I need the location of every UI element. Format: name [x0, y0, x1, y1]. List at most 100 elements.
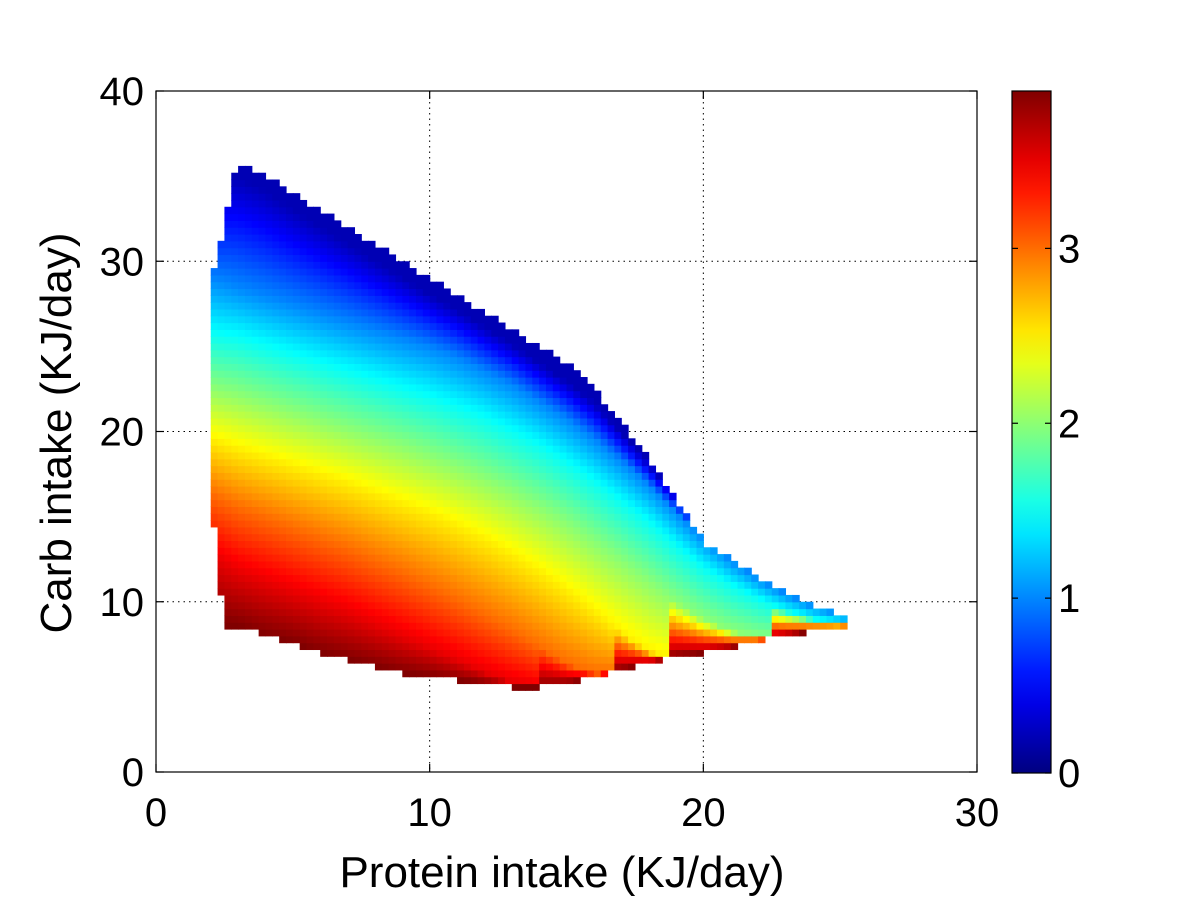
heatmap-cell	[477, 485, 485, 494]
heatmap-cell	[587, 411, 595, 419]
heatmap-cell	[244, 261, 253, 269]
heatmap-cell	[244, 608, 253, 616]
heatmap-cell	[717, 574, 725, 582]
heatmap-cell	[374, 458, 383, 467]
heatmap-cell	[600, 560, 609, 569]
heatmap-cell	[272, 254, 280, 262]
heatmap-cell	[443, 506, 451, 514]
heatmap-cell	[388, 431, 397, 439]
heatmap-cell	[285, 547, 294, 555]
heatmap-cell	[792, 628, 800, 637]
heatmap-cell	[354, 274, 362, 283]
heatmap-cell	[436, 342, 444, 351]
heatmap-cell	[545, 622, 554, 630]
heatmap-cell	[354, 240, 362, 249]
heatmap-cell	[498, 649, 506, 657]
heatmap-cell	[251, 513, 260, 521]
heatmap-cell	[641, 540, 650, 548]
heatmap-cell	[238, 370, 246, 378]
heatmap-cell	[354, 329, 362, 337]
heatmap-cell	[258, 540, 267, 548]
heatmap-cell	[327, 615, 335, 623]
heatmap-cell	[723, 567, 732, 576]
heatmap-cell	[327, 308, 335, 317]
heatmap-cell	[238, 288, 246, 296]
heatmap-cell	[436, 458, 444, 467]
heatmap-cell	[484, 472, 492, 480]
heatmap-cell	[402, 315, 410, 324]
heatmap-cell	[573, 424, 581, 433]
heatmap-cell	[511, 635, 520, 644]
heatmap-cell	[504, 601, 513, 610]
heatmap-cell	[648, 622, 657, 630]
heatmap-cell	[251, 274, 260, 283]
heatmap-cell	[450, 520, 458, 528]
heatmap-cell	[299, 540, 308, 548]
heatmap-cell	[470, 336, 479, 344]
heatmap-cell	[265, 356, 273, 364]
heatmap-cell	[374, 315, 383, 324]
heatmap-cell	[484, 513, 492, 521]
heatmap-cell	[238, 594, 246, 603]
heatmap-cell	[374, 628, 383, 637]
heatmap-cell	[251, 336, 260, 344]
heatmap-cell	[518, 349, 527, 358]
heatmap-cell	[511, 669, 520, 678]
heatmap-cell	[272, 479, 280, 487]
heatmap-cell	[258, 465, 267, 473]
heatmap-cell	[504, 377, 513, 385]
heatmap-cell	[402, 281, 410, 290]
heatmap-cell	[491, 451, 499, 460]
heatmap-cell	[265, 492, 273, 501]
heatmap-cell	[614, 492, 622, 501]
heatmap-cell	[244, 172, 253, 181]
heatmap-cell	[450, 295, 458, 303]
heatmap-cell	[327, 492, 335, 501]
heatmap-cell	[600, 431, 609, 439]
heatmap-cell	[518, 431, 527, 439]
heatmap-cell	[457, 377, 465, 385]
heatmap-cell	[244, 295, 253, 303]
heatmap-cell	[272, 540, 280, 548]
heatmap-cell	[224, 268, 232, 276]
heatmap-cell	[436, 567, 444, 576]
heatmap-cell	[422, 349, 431, 358]
heatmap-cell	[258, 547, 267, 555]
heatmap-cell	[463, 302, 472, 310]
heatmap-cell	[354, 234, 362, 242]
heatmap-cell	[244, 220, 253, 228]
heatmap-cell	[491, 554, 499, 562]
heatmap-cell	[415, 295, 424, 303]
heatmap-cell	[231, 274, 239, 283]
heatmap-cell	[504, 540, 513, 548]
heatmap-cell	[559, 622, 568, 630]
heatmap-cell	[415, 581, 424, 589]
heatmap-cell	[436, 574, 444, 582]
heatmap-cell	[265, 342, 273, 351]
heatmap-cell	[415, 656, 424, 664]
heatmap-cell	[231, 315, 239, 324]
heatmap-cell	[744, 601, 752, 610]
heatmap-cell	[409, 438, 417, 446]
heatmap-cell	[566, 594, 574, 603]
heatmap-cell	[614, 499, 622, 508]
heatmap-cell	[641, 526, 650, 535]
heatmap-cell	[244, 247, 253, 256]
heatmap-cell	[347, 458, 356, 467]
heatmap-cell	[484, 547, 492, 555]
heatmap-cell	[374, 451, 383, 460]
heatmap-cell	[634, 656, 643, 664]
heatmap-cell	[224, 377, 232, 385]
heatmap-cell	[559, 411, 568, 419]
heatmap-cell	[566, 574, 574, 582]
heatmap-cell	[285, 567, 294, 576]
heatmap-cell	[285, 274, 294, 283]
heatmap-cell	[354, 254, 362, 262]
heatmap-cell	[340, 445, 349, 453]
heatmap-cell	[402, 601, 410, 610]
heatmap-cell	[388, 302, 397, 310]
heatmap-cell	[347, 628, 356, 637]
heatmap-cell	[525, 465, 533, 473]
heatmap-cell	[361, 479, 369, 487]
heatmap-cell	[251, 288, 260, 296]
